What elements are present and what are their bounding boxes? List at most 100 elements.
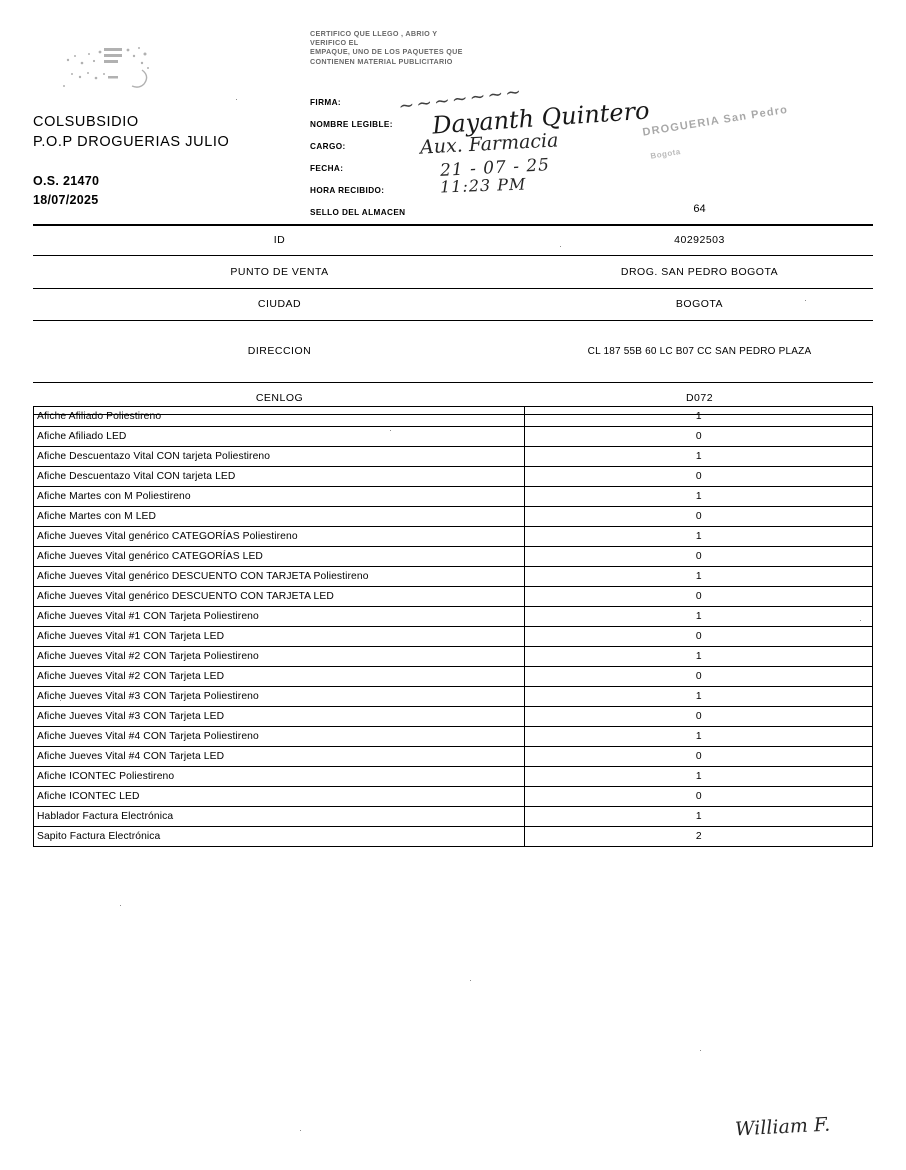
item-quantity: 2	[524, 826, 873, 847]
table-row: Afiche Jueves Vital #1 CON Tarjeta LED 0	[33, 626, 873, 647]
info-value-id: 40292503	[526, 225, 873, 256]
field-label-sello: SELLO DEL ALMACEN	[310, 208, 406, 217]
item-quantity: 1	[524, 566, 873, 587]
item-name: Afiche Jueves Vital genérico DESCUENTO C…	[33, 566, 525, 587]
item-quantity: 1	[524, 486, 873, 507]
colsubsidio-logo-icon	[63, 47, 149, 88]
field-label-cargo: CARGO:	[310, 142, 346, 151]
info-label-direccion: DIRECCION	[33, 320, 526, 383]
order-date: 18/07/2025	[33, 193, 99, 207]
table-row: Afiche Jueves Vital genérico DESCUENTO C…	[33, 586, 873, 607]
field-label-fecha: FECHA:	[310, 164, 344, 173]
brand-line-2: P.O.P DROGUERIAS JULIO	[33, 134, 230, 150]
item-quantity: 0	[524, 546, 873, 567]
table-row: Afiche Martes con M Poliestireno 1	[33, 486, 873, 507]
certification-text: CERTIFICO QUE LLEGO , ABRIO Y VERIFICO E…	[310, 29, 540, 66]
item-name: Afiche Jueves Vital #4 CON Tarjeta Polie…	[33, 726, 525, 747]
item-name: Afiche Jueves Vital #3 CON Tarjeta Polie…	[33, 686, 525, 707]
item-quantity: 1	[524, 526, 873, 547]
signature-form-fields: FIRMA: NOMBRE LEGIBLE: CARGO: FECHA: HOR…	[310, 92, 406, 224]
items-table: Afiche Afiliado Poliestireno 1 Afiche Afil…	[33, 406, 873, 847]
item-name: Afiche Descuentazo Vital CON tarjeta LED	[33, 466, 525, 487]
info-row-punto-de-venta: PUNTO DE VENTA DROG. SAN PEDRO BOGOTA	[33, 255, 873, 289]
item-name: Afiche Jueves Vital genérico CATEGORÍAS …	[33, 526, 525, 547]
item-quantity: 1	[524, 766, 873, 787]
item-quantity: 1	[524, 686, 873, 707]
item-quantity: 0	[524, 706, 873, 727]
info-value-ciudad: BOGOTA	[526, 288, 873, 321]
table-row: Afiche Jueves Vital #2 CON Tarjeta Polie…	[33, 646, 873, 667]
item-quantity: 1	[524, 806, 873, 827]
table-row: Afiche ICONTEC LED 0	[33, 786, 873, 807]
info-value-direccion: CL 187 55B 60 LC B07 CC SAN PEDRO PLAZA	[526, 320, 873, 383]
item-name: Afiche Jueves Vital #1 CON Tarjeta Polie…	[33, 606, 525, 627]
item-name: Afiche Afiliado LED	[33, 426, 525, 447]
field-label-firma: FIRMA:	[310, 98, 342, 107]
bottom-handwritten-signature: William F.	[734, 1113, 831, 1141]
info-row-id: ID 40292503	[33, 225, 873, 256]
item-name: Sapito Factura Electrónica	[33, 826, 525, 847]
handwritten-cargo: Aux. Farmacia	[419, 129, 559, 159]
item-name: Afiche Afiliado Poliestireno	[33, 406, 525, 427]
info-row-ciudad: CIUDAD BOGOTA	[33, 288, 873, 321]
table-row: Sapito Factura Electrónica 2	[33, 826, 873, 847]
item-name: Afiche Descuentazo Vital CON tarjeta Pol…	[33, 446, 525, 467]
brand-line-1: COLSUBSIDIO	[33, 114, 139, 130]
info-table-top-rule	[33, 224, 873, 226]
order-number: O.S. 21470	[33, 174, 100, 188]
item-name: Hablador Factura Electrónica	[33, 806, 525, 827]
handwritten-fecha: 21 - 07 - 25	[439, 155, 551, 181]
table-row: Afiche Jueves Vital genérico DESCUENTO C…	[33, 566, 873, 587]
certification-line-4: CONTIENEN MATERIAL PUBLICITARIO	[310, 56, 453, 66]
handwritten-hora-recibido: 11:23 PM	[439, 174, 527, 197]
table-row: Afiche Descuentazo Vital CON tarjeta LED…	[33, 466, 873, 487]
warehouse-stamp: DROGUERIA San Pedro Bogota	[642, 98, 833, 182]
item-name: Afiche Jueves Vital #1 CON Tarjeta LED	[33, 626, 525, 647]
table-row: Afiche Jueves Vital #3 CON Tarjeta LED 0	[33, 706, 873, 727]
item-quantity: 0	[524, 466, 873, 487]
table-row: Afiche Jueves Vital genérico CATEGORÍAS …	[33, 526, 873, 547]
item-name: Afiche Jueves Vital #4 CON Tarjeta LED	[33, 746, 525, 767]
item-quantity: 0	[524, 666, 873, 687]
item-name: Afiche Martes con M Poliestireno	[33, 486, 525, 507]
table-row: Afiche Jueves Vital #4 CON Tarjeta LED 0	[33, 746, 873, 767]
item-quantity: 1	[524, 446, 873, 467]
table-row: Afiche Afiliado Poliestireno 1	[33, 406, 873, 427]
top-number-value: 64	[693, 203, 706, 215]
certification-line-2: VERIFICO EL	[310, 38, 359, 48]
item-name: Afiche Jueves Vital #2 CON Tarjeta LED	[33, 666, 525, 687]
table-row: Afiche Descuentazo Vital CON tarjeta Pol…	[33, 446, 873, 467]
table-row: Afiche Jueves Vital genérico CATEGORÍAS …	[33, 546, 873, 567]
item-name: Afiche Jueves Vital #2 CON Tarjeta Polie…	[33, 646, 525, 667]
handwritten-nombre-legible: Dayanth Quintero	[431, 96, 651, 140]
field-label-hora: HORA RECIBIDO:	[310, 186, 385, 195]
certification-line-1: CERTIFICO QUE LLEGO , ABRIO Y	[310, 29, 438, 38]
item-name: Afiche ICONTEC LED	[33, 786, 525, 807]
info-label-punto-de-venta: PUNTO DE VENTA	[33, 255, 526, 289]
certification-line-3: EMPAQUE, UNO DE LOS PAQUETES QUE	[310, 47, 463, 57]
item-name: Afiche Jueves Vital #3 CON Tarjeta LED	[33, 706, 525, 727]
handwritten-signature-firma: ~~~~~~~	[397, 80, 525, 118]
info-label-id: ID	[33, 225, 526, 256]
item-name: Afiche Martes con M LED	[33, 506, 525, 527]
field-label-nombre: NOMBRE LEGIBLE:	[310, 120, 393, 129]
brand-block: COLSUBSIDIO P.O.P DROGUERIAS JULIO	[33, 112, 229, 152]
item-quantity: 1	[524, 726, 873, 747]
item-quantity: 0	[524, 506, 873, 527]
item-name: Afiche Jueves Vital genérico DESCUENTO C…	[33, 586, 525, 607]
store-info-table: ID 40292503 PUNTO DE VENTA DROG. SAN PED…	[33, 225, 873, 415]
item-quantity: 0	[524, 626, 873, 647]
table-row: Afiche Jueves Vital #2 CON Tarjeta LED 0	[33, 666, 873, 687]
table-row: Afiche Afiliado LED 0	[33, 426, 873, 447]
info-row-direccion: DIRECCION CL 187 55B 60 LC B07 CC SAN PE…	[33, 320, 873, 383]
info-label-ciudad: CIUDAD	[33, 288, 526, 321]
table-row: Afiche Jueves Vital #3 CON Tarjeta Polie…	[33, 686, 873, 707]
table-row: Afiche Jueves Vital #1 CON Tarjeta Polie…	[33, 606, 873, 627]
table-row: Afiche Jueves Vital #4 CON Tarjeta Polie…	[33, 726, 873, 747]
item-name: Afiche ICONTEC Poliestireno	[33, 766, 525, 787]
item-quantity: 1	[524, 606, 873, 627]
top-number: 64	[33, 203, 873, 215]
item-quantity: 1	[524, 406, 873, 427]
item-quantity: 0	[524, 746, 873, 767]
